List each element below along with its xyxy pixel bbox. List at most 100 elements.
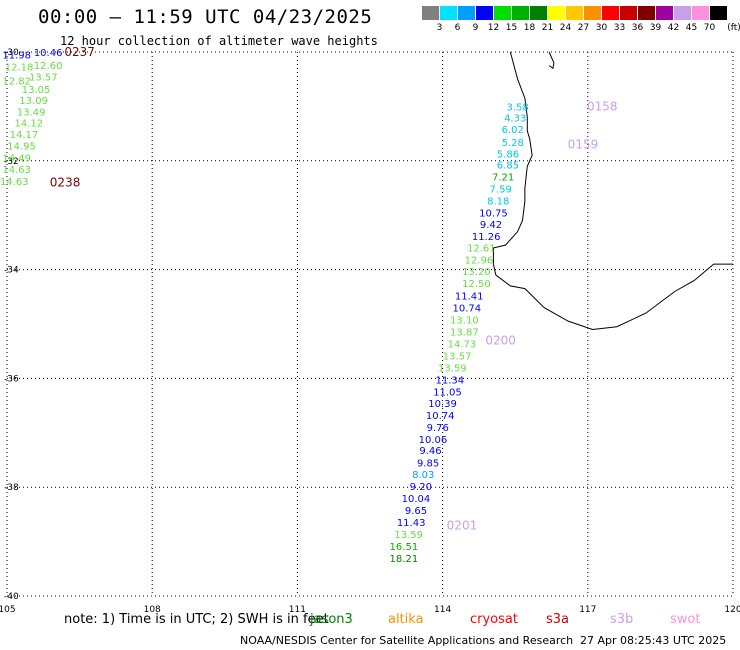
legend-label: 33 bbox=[613, 23, 626, 33]
wave-height-value: 8.03 bbox=[412, 470, 434, 481]
wave-height-value: 10.75 bbox=[479, 208, 508, 219]
wave-height-value: 16.51 bbox=[390, 542, 419, 553]
wave-height-value: 5.86 bbox=[497, 150, 519, 161]
wave-height-value: 11.43 bbox=[397, 518, 426, 529]
legend-swatch bbox=[548, 6, 565, 20]
lat-tick-label: -38 bbox=[4, 483, 19, 493]
legend-swatch bbox=[566, 6, 583, 20]
wave-height-value: 7.59 bbox=[490, 185, 512, 196]
legend-label: 24 bbox=[559, 23, 572, 33]
legend-label: 70 bbox=[703, 23, 716, 33]
legend-swatch bbox=[602, 6, 619, 20]
legend-label: 36 bbox=[631, 23, 644, 33]
legend-swatch bbox=[656, 6, 673, 20]
pass-time-label: 0201 bbox=[447, 518, 478, 532]
legend-label: 42 bbox=[667, 23, 680, 33]
legend-label: 3 bbox=[436, 23, 443, 33]
wave-height-value: 9.20 bbox=[410, 482, 432, 493]
wave-height-value: 11.26 bbox=[472, 232, 501, 243]
lon-tick-label: 117 bbox=[579, 605, 596, 615]
legend-label: 45 bbox=[685, 23, 698, 33]
footer-organization: NOAA/NESDIS Center for Satellite Applica… bbox=[240, 634, 574, 647]
legend-swatch bbox=[458, 6, 475, 20]
lat-tick-label: -40 bbox=[4, 592, 19, 602]
coastline bbox=[492, 51, 733, 330]
wave-height-value: 13.10 bbox=[450, 316, 479, 327]
wave-height-value: 11.41 bbox=[455, 292, 484, 303]
wave-height-value: 12.60 bbox=[34, 61, 63, 72]
lon-tick-label: 105 bbox=[0, 605, 16, 615]
pass-time-label: 0200 bbox=[485, 333, 516, 347]
australia-coastline bbox=[492, 51, 733, 330]
legend-swatch bbox=[440, 6, 457, 20]
wave-height-value: 10.39 bbox=[428, 399, 457, 410]
wave-height-value: 9.46 bbox=[419, 446, 441, 457]
legend-swatch bbox=[620, 6, 637, 20]
lat-tick-label: -34 bbox=[4, 266, 19, 276]
wave-height-value: 8.18 bbox=[487, 197, 509, 208]
lon-tick-label: 114 bbox=[434, 605, 451, 615]
legend-unit: (ft) bbox=[727, 23, 740, 33]
legend-swatch bbox=[674, 6, 691, 20]
wave-height-value: 9.42 bbox=[480, 220, 502, 231]
pass-labels: 0237 0238 0158 0159 0200 0201 bbox=[50, 45, 618, 532]
legend-label: 6 bbox=[454, 23, 461, 33]
lat-tick-label: -30 bbox=[4, 48, 19, 58]
legend-label: 15 bbox=[505, 23, 518, 33]
satellite-cryosat: cryosat bbox=[470, 612, 518, 627]
pass-time-label: 0159 bbox=[568, 137, 599, 151]
wave-height-value: 14.63 bbox=[0, 177, 29, 188]
legend-swatch bbox=[692, 6, 709, 20]
satellite-s3a: s3a bbox=[546, 612, 570, 627]
satellite-jason3: jason3 bbox=[310, 612, 353, 627]
wave-height-value: 13.49 bbox=[17, 107, 46, 118]
wave-height-value: 12.96 bbox=[465, 255, 494, 266]
inland-lake-outline bbox=[548, 51, 555, 70]
legend-swatch bbox=[422, 6, 439, 20]
lat-tick-label: -36 bbox=[4, 374, 19, 384]
wave-height-value: 14.63 bbox=[2, 165, 31, 176]
axis-ticks: 105 108 111 114 117 120 -30 -32 -34 -36 -38 -40 bbox=[0, 48, 740, 615]
wave-height-value: 9.85 bbox=[417, 459, 439, 470]
map-grid bbox=[6, 51, 734, 597]
wave-height-value: 13.87 bbox=[450, 328, 479, 339]
wave-height-value: 5.28 bbox=[502, 138, 524, 149]
satellite-swot: swot bbox=[670, 612, 701, 627]
legend-swatch bbox=[584, 6, 601, 20]
wave-height-value: 11.98 bbox=[2, 51, 31, 62]
lon-tick-label: 120 bbox=[724, 605, 740, 615]
wave-height-value: 10.06 bbox=[419, 435, 448, 446]
wave-height-value: 13.59 bbox=[438, 364, 467, 375]
page-subtitle: 12 hour collection of altimeter wave hei… bbox=[60, 34, 378, 48]
pass-time-label: 0237 bbox=[64, 45, 95, 59]
wave-height-value: 12.82 bbox=[2, 76, 31, 87]
wave-height-value: 10.74 bbox=[426, 411, 455, 422]
lon-tick-label: 108 bbox=[144, 605, 161, 615]
lat-tick-label: -32 bbox=[4, 157, 19, 167]
satellite-altika: altika bbox=[388, 612, 424, 627]
legend-label: 27 bbox=[577, 23, 590, 33]
footer-note: note: 1) Time is in UTC; 2) SWH is in fe… bbox=[64, 612, 329, 627]
wave-height-value: 18.21 bbox=[390, 554, 419, 565]
wave-height-value: 14.12 bbox=[14, 119, 43, 130]
wave-height-value: 10.46 bbox=[34, 48, 63, 59]
wave-height-value: 12.18 bbox=[5, 63, 34, 74]
wave-height-value: 4.33 bbox=[504, 113, 526, 124]
wave-height-value: 12.50 bbox=[462, 279, 491, 290]
legend-label: 12 bbox=[487, 23, 500, 33]
legend-label: 21 bbox=[541, 23, 554, 33]
legend-label: 39 bbox=[649, 23, 662, 33]
wave-height-value: 6.85 bbox=[497, 161, 519, 172]
wave-height-value: 13.09 bbox=[19, 96, 48, 107]
wave-height-value: 13.05 bbox=[22, 85, 51, 96]
wave-height-value: 11.05 bbox=[433, 387, 462, 398]
lon-tick-label: 111 bbox=[289, 605, 306, 615]
pass-time-label: 0238 bbox=[50, 176, 81, 190]
legend-swatch bbox=[710, 6, 727, 20]
wave-height-value: 7.21 bbox=[492, 173, 514, 184]
wave-height-value: 11.34 bbox=[436, 375, 465, 386]
legend-swatch bbox=[512, 6, 529, 20]
legend-swatch bbox=[638, 6, 655, 20]
